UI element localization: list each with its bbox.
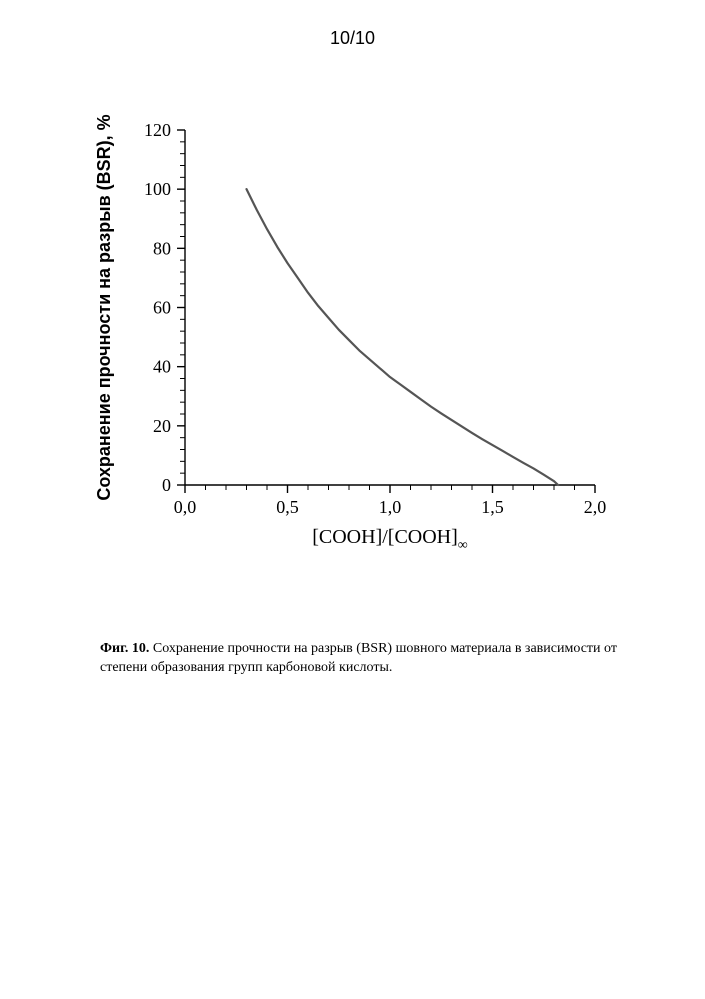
bsr-chart: 0 20 40 60 80 100 120 0,0 0,5 1,0 1,5 2,0 Сохранение… xyxy=(90,110,620,550)
svg-text:0,0: 0,0 xyxy=(174,497,197,517)
svg-text:Сохранение прочности на разрыв: Сохранение прочности на разрыв (BSR), % xyxy=(94,114,114,500)
svg-text:20: 20 xyxy=(153,416,171,436)
figure-caption: Фиг. 10. Сохранение прочности на разрыв … xyxy=(100,640,620,678)
page: 10/10 0 20 40 60 80 100 120 0,0 0,5 1,0 1,5 2,0 Сохр… xyxy=(0,0,705,999)
svg-text:0: 0 xyxy=(162,475,171,495)
caption-text: Сохранение прочности на разрыв (BSR) шов… xyxy=(100,641,617,675)
svg-text:80: 80 xyxy=(153,238,171,258)
svg-text:60: 60 xyxy=(153,298,171,318)
page-number: 10/10 xyxy=(0,28,705,49)
svg-text:1,5: 1,5 xyxy=(481,497,504,517)
caption-prefix: Фиг. 10. xyxy=(100,641,149,656)
svg-text:[COOH]/[COOH]∞: [COOH]/[COOH]∞ xyxy=(312,526,468,550)
svg-text:2,0: 2,0 xyxy=(584,497,607,517)
svg-text:0,5: 0,5 xyxy=(276,497,299,517)
svg-text:40: 40 xyxy=(153,357,171,377)
svg-text:120: 120 xyxy=(144,120,171,140)
svg-text:1,0: 1,0 xyxy=(379,497,402,517)
svg-text:100: 100 xyxy=(144,179,171,199)
